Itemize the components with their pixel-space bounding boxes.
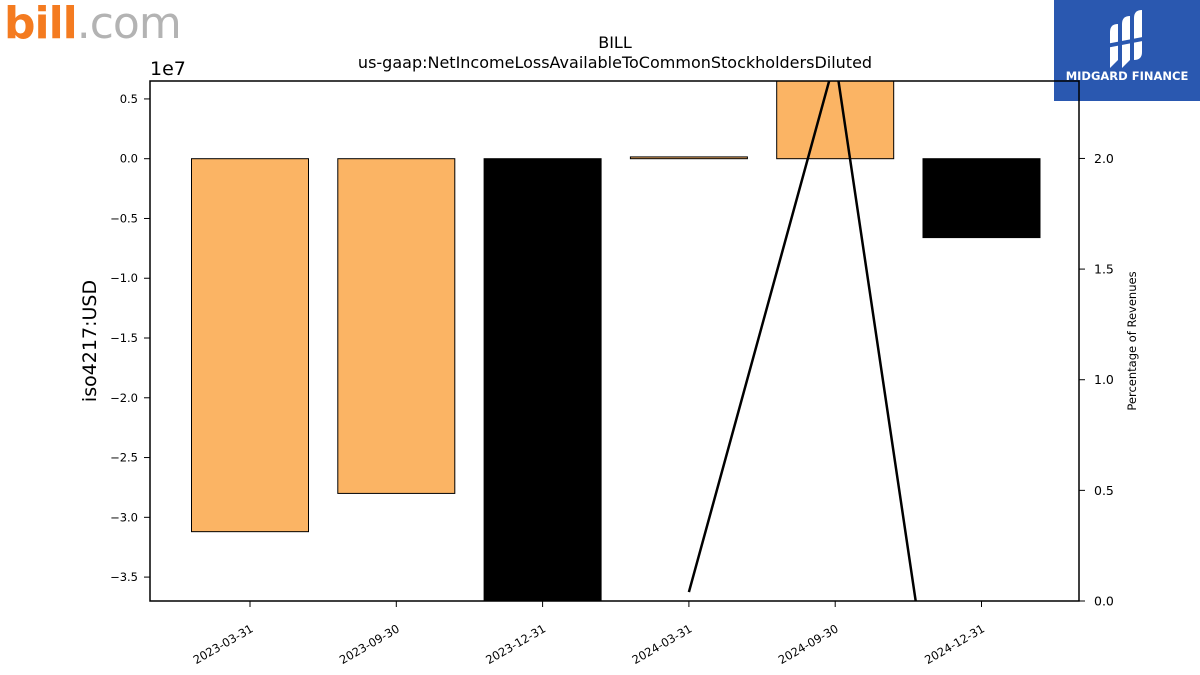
x-tick-label: 2023-12-31	[483, 621, 548, 667]
bill-logo: bill.com	[4, 0, 182, 49]
y-tick-label: −0.5	[110, 211, 138, 225]
y2-tick-label: 0.5	[1094, 483, 1114, 498]
y2-tick-label: 1.0	[1094, 372, 1114, 387]
y2-tick-label: 2.0	[1094, 151, 1114, 166]
x-tick-label: 2024-09-30	[776, 621, 841, 667]
bar-2024-12-31	[922, 158, 1041, 239]
midgard-logo-text: MIDGARD FINANCE	[1065, 69, 1189, 83]
y-tick-label: −2.0	[110, 391, 138, 405]
midgard-finance-logo: MIDGARD FINANCE	[1054, 0, 1200, 101]
y-axis-label: iso4217:USD	[79, 280, 101, 402]
y2-tick-label: 1.5	[1094, 262, 1114, 277]
bar-2023-12-31	[483, 158, 602, 602]
x-tick-label: 2023-03-31	[191, 621, 256, 667]
percentage-line	[687, 81, 917, 601]
bar-2023-09-30	[337, 158, 456, 494]
y-tick-label: 0.5	[120, 92, 138, 106]
y-tick-label: −3.5	[110, 570, 138, 584]
plot-frame	[149, 80, 1080, 602]
y-tick-label: −1.5	[110, 331, 138, 345]
x-tick-label: 2024-12-31	[922, 621, 987, 667]
bill-logo-part1: bill	[4, 0, 78, 49]
y-scale-note: 1e7	[150, 58, 186, 80]
y2-tick-label: 0.0	[1094, 594, 1114, 609]
y-tick-label: −1.0	[110, 271, 138, 285]
y2-axis-label: Percentage of Revenues	[1125, 271, 1139, 410]
midgard-mark-icon	[1106, 10, 1148, 68]
y-tick-label: 0.0	[120, 152, 138, 166]
bar-2024-09-30	[776, 80, 895, 160]
bill-logo-part2: .com	[76, 0, 182, 49]
y-tick-label: −3.0	[110, 510, 138, 524]
x-tick-label: 2023-09-30	[337, 621, 402, 667]
y-tick-label: −2.5	[110, 451, 138, 465]
chart-subtitle: us-gaap:NetIncomeLossAvailableToCommonSt…	[358, 53, 872, 72]
bar-2023-03-31	[191, 158, 309, 533]
bar-2024-03-31	[629, 156, 748, 160]
x-tick-label: 2024-03-31	[630, 621, 695, 667]
chart-title: BILL	[598, 33, 632, 52]
